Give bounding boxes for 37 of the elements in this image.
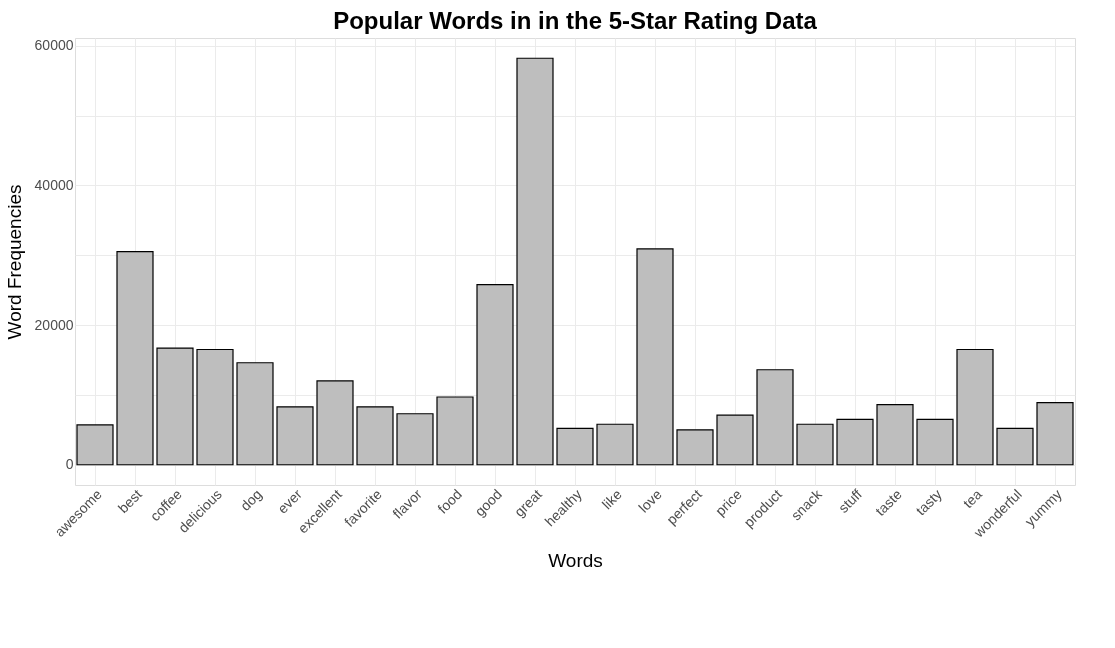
x-tick-label: love xyxy=(635,485,666,516)
y-tick-label: 0 xyxy=(65,456,74,473)
bar xyxy=(236,362,274,466)
bar xyxy=(716,414,754,466)
bar xyxy=(556,427,594,466)
bar xyxy=(636,248,674,466)
bar xyxy=(836,418,874,466)
y-tick-label: 60000 xyxy=(34,37,74,54)
bar xyxy=(956,348,994,466)
y-tick-label: 40000 xyxy=(34,176,74,193)
chart-title: Popular Words in in the 5-Star Rating Data xyxy=(333,7,818,34)
y-tick-label: 20000 xyxy=(34,316,74,333)
bar xyxy=(916,418,954,466)
bar xyxy=(436,396,474,466)
y-axis-title: Word Frequencies xyxy=(3,184,25,340)
x-tick-label: best xyxy=(114,486,145,517)
bar xyxy=(756,369,794,466)
bar xyxy=(196,348,234,466)
x-axis-title: Words xyxy=(548,550,603,572)
x-tick-label: like xyxy=(598,485,626,513)
bar xyxy=(876,404,914,466)
bar xyxy=(596,423,634,466)
x-tick-label: ever xyxy=(274,485,306,517)
x-tick-label: dog xyxy=(237,486,265,514)
bar xyxy=(476,283,514,466)
bar xyxy=(996,427,1034,466)
bar xyxy=(396,413,434,466)
bar xyxy=(1036,401,1074,466)
bar xyxy=(116,251,154,466)
bar xyxy=(156,347,194,466)
bar xyxy=(356,406,394,466)
bar xyxy=(676,429,714,466)
bar xyxy=(76,424,114,466)
bar xyxy=(316,380,354,466)
bar xyxy=(796,423,834,466)
bar xyxy=(516,57,554,466)
bar xyxy=(276,406,314,466)
